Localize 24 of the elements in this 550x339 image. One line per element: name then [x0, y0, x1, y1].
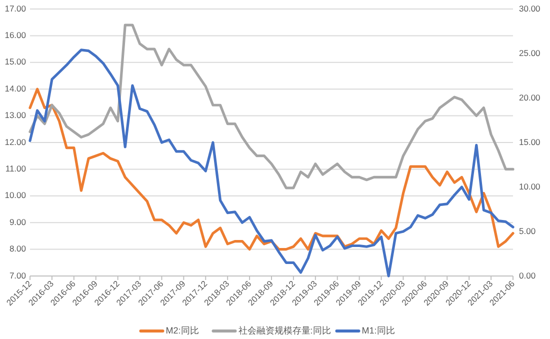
y-tick-label: 8.00 [9, 244, 26, 254]
y-tick-label: 12.00 [4, 136, 26, 147]
legend-label: 社会融资规模存量:同比 [238, 325, 331, 336]
y2-tick-label: 20.00 [519, 92, 541, 102]
y-tick-label: 13.00 [4, 110, 26, 120]
y-tick-label: 17.00 [4, 3, 26, 14]
y2-tick-label: 25.00 [519, 48, 541, 58]
line-series [28, 24, 514, 190]
y-tick-label: 11.00 [5, 163, 26, 174]
y2-tick-label: 5.00 [519, 226, 536, 236]
line-series [28, 88, 514, 251]
legend-label: M1:同比 [362, 325, 395, 336]
line-series [28, 48, 514, 278]
legend-label: M2:同比 [166, 325, 199, 336]
y2-tick-label: 15.00 [519, 136, 541, 147]
y-tick-label: 7.00 [9, 270, 26, 280]
y2-tick-label: 30.00 [519, 3, 541, 14]
y2-tick-label: 10.00 [519, 181, 541, 192]
y-tick-label: 14.00 [4, 83, 26, 94]
y-tick-label: 9.00 [9, 216, 26, 227]
y-tick-label: 15.00 [4, 56, 26, 67]
y-tick-label: 16.00 [4, 30, 26, 40]
y2-tick-label: 0.00 [519, 270, 536, 280]
y-tick-label: 10.00 [4, 190, 26, 200]
